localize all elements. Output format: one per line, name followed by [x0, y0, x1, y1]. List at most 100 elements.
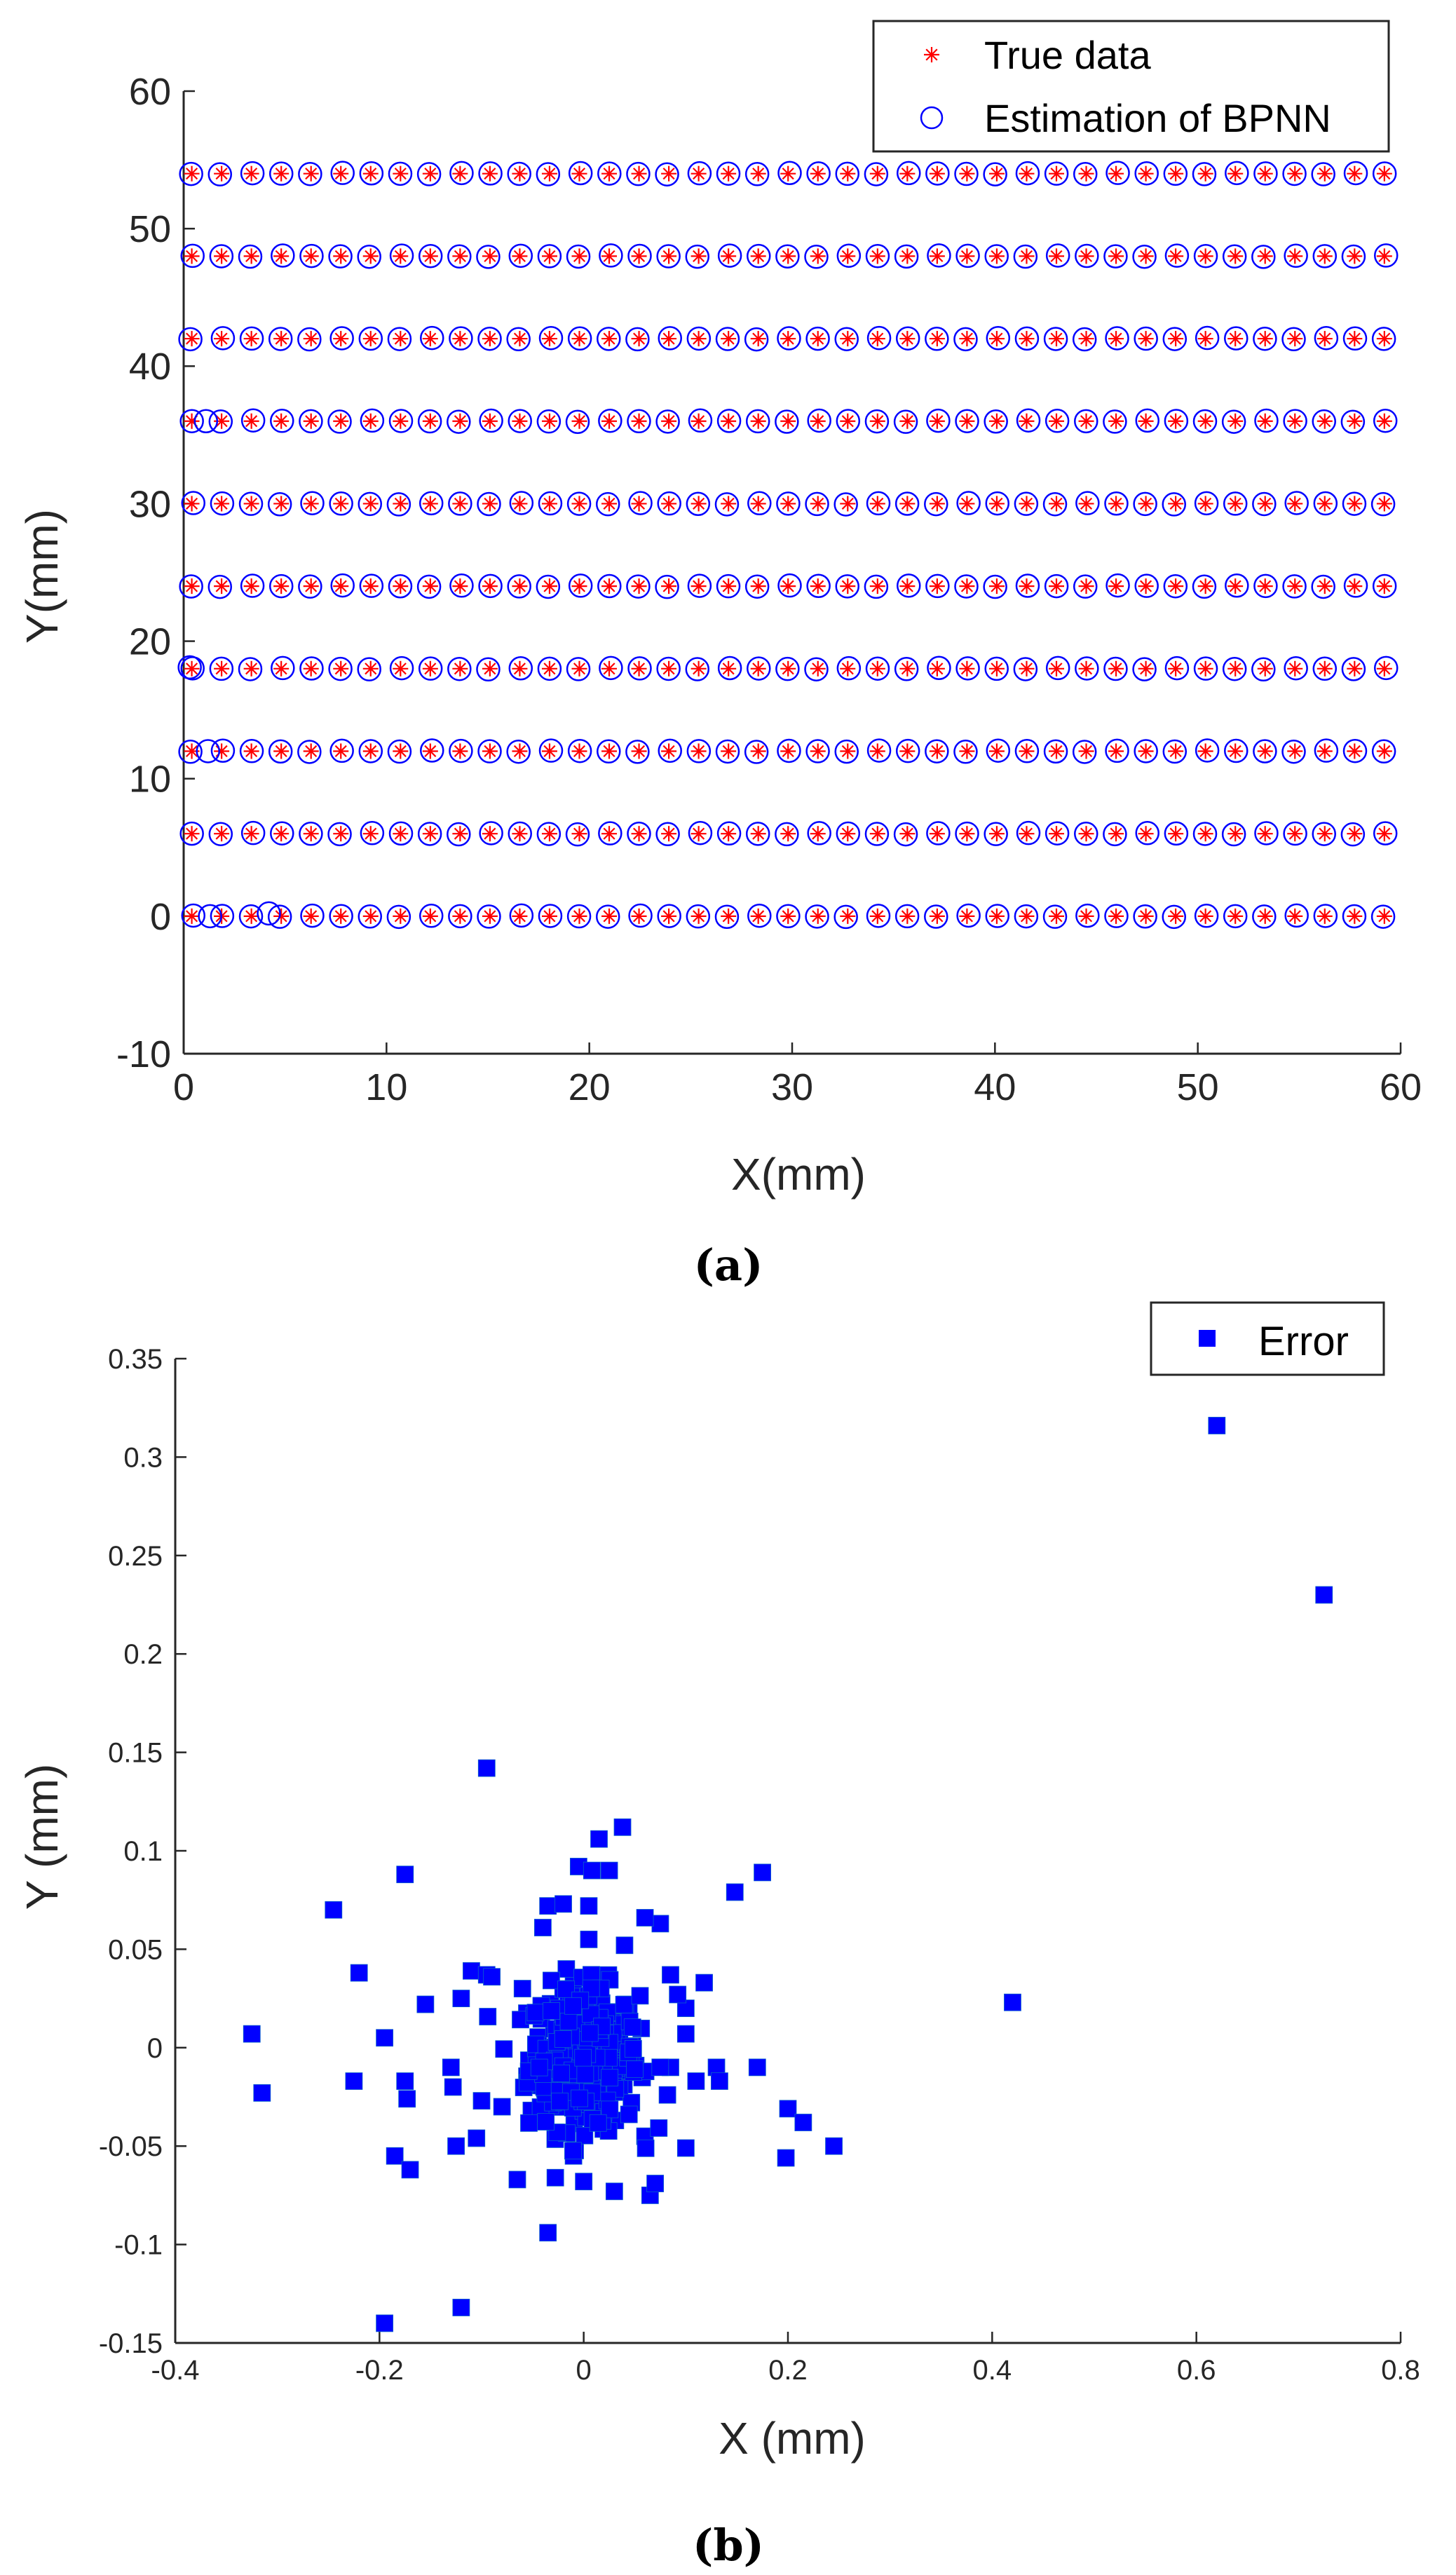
true-data-point [1138, 743, 1154, 759]
estimation-point [358, 904, 383, 929]
true-data-point [482, 743, 498, 759]
true-data-point [840, 578, 856, 595]
estimation-point [954, 574, 979, 599]
estimation-point [1224, 738, 1249, 763]
true-data-point [1257, 165, 1273, 182]
asterisk-stroke [1169, 250, 1182, 262]
true-data-point [512, 826, 528, 842]
true-data-point [303, 248, 319, 264]
asterisk-stroke [841, 580, 854, 592]
true-data-point [631, 908, 647, 924]
asterisk-stroke [186, 168, 198, 180]
asterisk-stroke [573, 168, 586, 180]
error-point [695, 1973, 713, 1992]
estimation-point [776, 491, 801, 516]
true-data-point [1197, 165, 1213, 182]
asterisk-stroke [543, 497, 556, 510]
true-data-point [601, 908, 618, 924]
estimation-point [834, 739, 859, 764]
asterisk-stroke [991, 250, 1003, 262]
error-point [613, 1818, 632, 1836]
true-data-point [512, 331, 528, 347]
true-data-point [750, 578, 766, 595]
error-point [564, 1997, 582, 2015]
error-point [468, 2129, 486, 2147]
error-series [243, 1417, 1333, 2332]
estimation-point [1313, 904, 1338, 928]
true-data-point [959, 248, 975, 264]
asterisk-stroke [925, 48, 938, 61]
asterisk-stroke [1348, 827, 1361, 840]
estimation-point [507, 574, 531, 599]
estimation-point [1072, 740, 1097, 764]
true-data-point [333, 826, 349, 842]
estimation-point [298, 574, 322, 599]
true-data-point [661, 743, 677, 759]
true-data-point [541, 496, 557, 512]
asterisk-stroke [1319, 497, 1331, 510]
legend-true-data: True data [984, 33, 1151, 77]
asterisk-stroke [513, 745, 526, 758]
error-point [444, 2078, 462, 2096]
true-data-point [1108, 413, 1124, 429]
estimation-point [984, 656, 1009, 681]
estimation-point [360, 408, 385, 433]
true-data-point [959, 331, 975, 347]
estimation-point [418, 243, 443, 269]
true-data-point [1168, 496, 1184, 512]
y-tick-label: -0.1 [114, 2230, 163, 2261]
estimation-point [419, 904, 444, 928]
asterisk-stroke [693, 168, 705, 180]
estimation-point [924, 491, 948, 517]
error-point [646, 2175, 665, 2192]
true-data-point [1376, 248, 1392, 264]
asterisk-stroke [1169, 497, 1182, 510]
true-data-point [1138, 165, 1154, 182]
estimation-point [984, 244, 1009, 269]
asterisk-stroke [1020, 415, 1033, 428]
estimation-point [1343, 573, 1368, 598]
asterisk-stroke [722, 663, 735, 675]
true-data-point [929, 165, 945, 182]
true-data-point [184, 165, 200, 182]
estimation-point [1015, 161, 1040, 186]
asterisk-stroke [1140, 745, 1152, 758]
asterisk-stroke [1319, 745, 1331, 758]
asterisk-stroke [484, 415, 496, 428]
error-point [580, 1897, 598, 1915]
asterisk-stroke [1169, 168, 1182, 180]
error-point [479, 2008, 497, 2025]
estimation-point [716, 573, 741, 599]
true-data-point [452, 826, 468, 842]
asterisk-stroke [1110, 250, 1122, 262]
asterisk-stroke [484, 250, 496, 262]
estimation-point [568, 573, 593, 598]
asterisk-stroke [1229, 910, 1241, 923]
asterisk-stroke [424, 168, 437, 180]
true-data-point [1078, 743, 1094, 759]
estimation-point [895, 326, 920, 351]
true-data-point [482, 331, 498, 347]
asterisk-stroke [693, 332, 705, 345]
asterisk-stroke [1229, 580, 1241, 592]
asterisk-stroke [305, 415, 318, 428]
true-data-point [1078, 578, 1094, 595]
estimation-point [865, 656, 890, 681]
asterisk-stroke [454, 745, 466, 758]
x-tick-label: 0.4 [973, 2355, 1012, 2386]
asterisk-stroke [1259, 497, 1272, 510]
asterisk-stroke [215, 415, 228, 428]
asterisk-stroke [513, 910, 526, 923]
true-data-point [1347, 165, 1363, 182]
panel-label-b: (b) [693, 2520, 764, 2571]
true-data-point [1019, 908, 1035, 924]
true-data-point [661, 413, 677, 429]
true-data-point [1257, 908, 1273, 924]
true-data-point [243, 743, 259, 759]
estimation-point [267, 491, 292, 517]
estimation-point [864, 409, 890, 434]
estimation-point [866, 904, 891, 928]
asterisk-stroke [365, 745, 377, 758]
estimation-point [386, 904, 411, 930]
true-data-point [1347, 331, 1363, 347]
